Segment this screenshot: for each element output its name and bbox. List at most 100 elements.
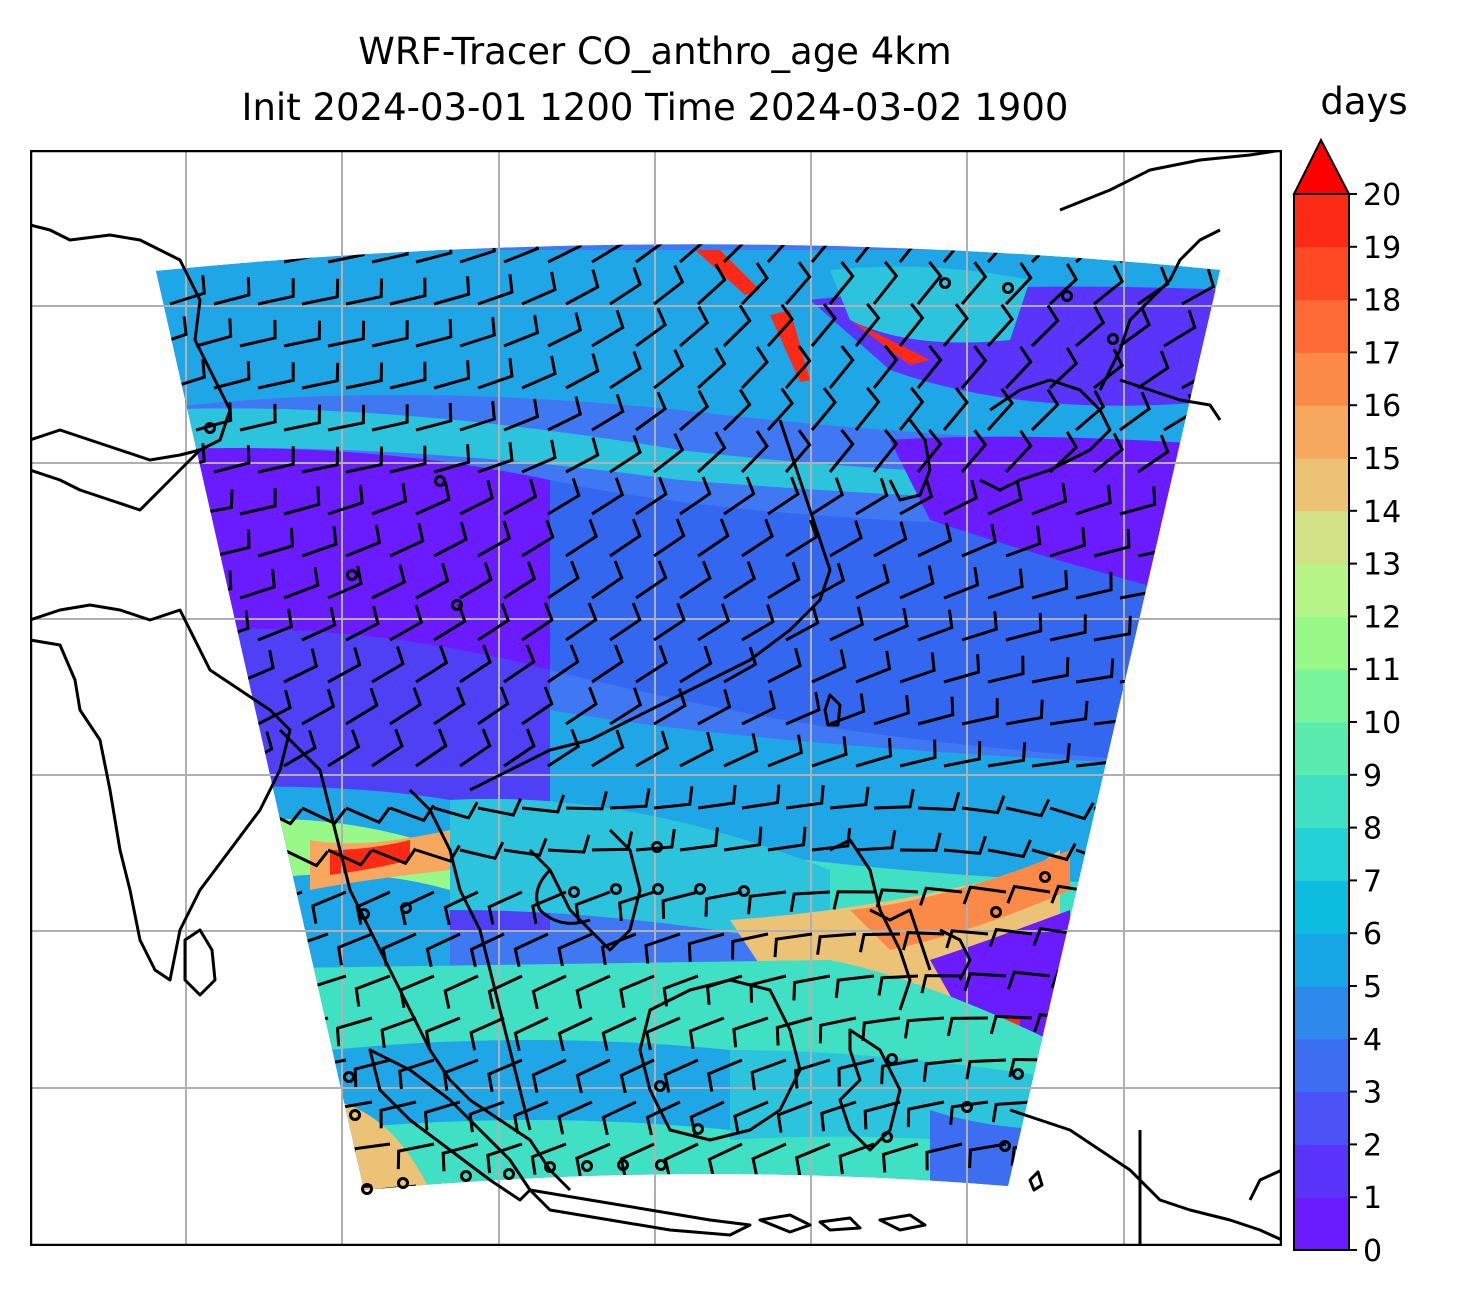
wind-barb	[198, 1099, 241, 1120]
wind-barb	[195, 732, 231, 768]
wind-barb	[1228, 1139, 1270, 1156]
calm-wind-circle	[204, 422, 216, 434]
calm-wind-circle	[451, 599, 463, 611]
wind-barb	[1034, 1100, 1077, 1121]
wind-barb	[575, 974, 611, 1009]
wind-barb	[776, 1100, 813, 1133]
colorbar-tick-label: 15	[1363, 442, 1401, 477]
wind-barb	[422, 1184, 461, 1190]
wind-barb	[156, 1097, 197, 1118]
wind-barb	[1048, 431, 1079, 474]
wind-barb	[353, 1058, 391, 1088]
wind-barb	[1137, 266, 1170, 306]
wind-barb	[951, 1184, 989, 1190]
wind-barb	[574, 890, 611, 923]
wind-barb	[503, 644, 536, 684]
wind-barb	[327, 729, 361, 768]
wind-barb	[661, 890, 699, 919]
wind-barb	[653, 518, 686, 558]
wind-barb	[899, 832, 942, 852]
wind-barb	[653, 786, 694, 810]
wind-barb	[1004, 346, 1033, 390]
wind-barb	[547, 834, 591, 854]
wind-barb	[433, 360, 471, 390]
colorbar-band	[1294, 510, 1349, 565]
wind-barb	[873, 694, 910, 726]
wind-barb	[987, 839, 1032, 859]
wind-barb	[1031, 743, 1071, 768]
wind-barb	[327, 244, 366, 264]
wind-barb	[425, 932, 461, 968]
wind-barb	[916, 428, 943, 473]
wind-barb	[468, 1100, 505, 1133]
wind-barb	[1209, 1180, 1220, 1190]
wind-barb	[110, 1098, 152, 1115]
wind-barb	[1164, 1095, 1209, 1115]
wind-barb	[988, 927, 1033, 948]
wind-barb	[943, 835, 987, 856]
wind-barb	[751, 1142, 787, 1177]
wind-barb	[257, 362, 295, 390]
colorbar-band	[1294, 299, 1349, 353]
wind-barb	[591, 309, 625, 348]
wind-barb	[547, 644, 580, 684]
wind-barb	[818, 1016, 857, 1044]
colorbar-band	[1294, 458, 1349, 512]
wind-barb	[1006, 970, 1051, 990]
wind-barb	[742, 179, 767, 220]
wind-barb	[371, 244, 409, 264]
wind-barb	[415, 244, 453, 264]
map-panel	[30, 150, 1282, 1246]
wind-barb	[521, 794, 566, 814]
wind-barb	[371, 847, 417, 866]
wind-barb	[327, 647, 362, 684]
wind-barb	[371, 483, 408, 516]
wind-barb	[968, 1142, 1007, 1169]
wind-barb	[943, 654, 981, 684]
wind-barb	[1051, 1056, 1095, 1076]
wind-barb	[1031, 570, 1069, 600]
wind-barb	[697, 784, 737, 810]
wind-barb	[987, 742, 1027, 768]
wind-barb	[1037, 1184, 1077, 1190]
wind-barb	[522, 188, 555, 220]
wind-barb	[723, 646, 758, 684]
wind-barb	[1094, 885, 1139, 905]
wind-barb	[389, 445, 427, 474]
wind-barb	[1229, 891, 1270, 908]
wind-barb	[1181, 702, 1220, 726]
wind-barb	[1182, 1138, 1220, 1158]
wind-barb	[820, 1100, 857, 1132]
colorbar-tick-label: 18	[1363, 284, 1401, 319]
calm-wind-circle	[361, 1183, 373, 1195]
wind-barb	[336, 932, 373, 966]
calm-wind-circle	[655, 1159, 667, 1171]
wind-barb	[1075, 389, 1106, 432]
wind-barb	[531, 1058, 567, 1093]
wind-barb	[503, 244, 540, 264]
wind-barb	[899, 478, 934, 516]
wind-barb	[301, 278, 340, 306]
calm-wind-circle	[400, 902, 412, 914]
wind-barb	[635, 391, 667, 432]
wind-barb	[531, 890, 567, 924]
wind-barb	[1031, 842, 1077, 862]
calm-wind-circle	[999, 1140, 1011, 1152]
wind-barb	[213, 445, 251, 474]
colorbar-band	[1294, 986, 1349, 1040]
wind-barb	[1076, 1011, 1121, 1031]
wind-barb	[829, 693, 866, 726]
wind-barb	[171, 1138, 215, 1159]
colorbar-band	[1294, 563, 1349, 617]
wind-barb	[301, 607, 337, 642]
wind-barb	[1207, 743, 1220, 768]
wind-barb	[433, 521, 468, 558]
wind-barb	[195, 318, 233, 348]
wind-barb	[696, 347, 727, 390]
wind-barb	[503, 314, 540, 348]
colorbar-extend-triangle	[1292, 138, 1351, 195]
calm-wind-circle	[990, 906, 1002, 918]
wind-barb	[986, 244, 1015, 264]
wind-barb	[1119, 744, 1160, 768]
wind-barb	[156, 733, 187, 768]
